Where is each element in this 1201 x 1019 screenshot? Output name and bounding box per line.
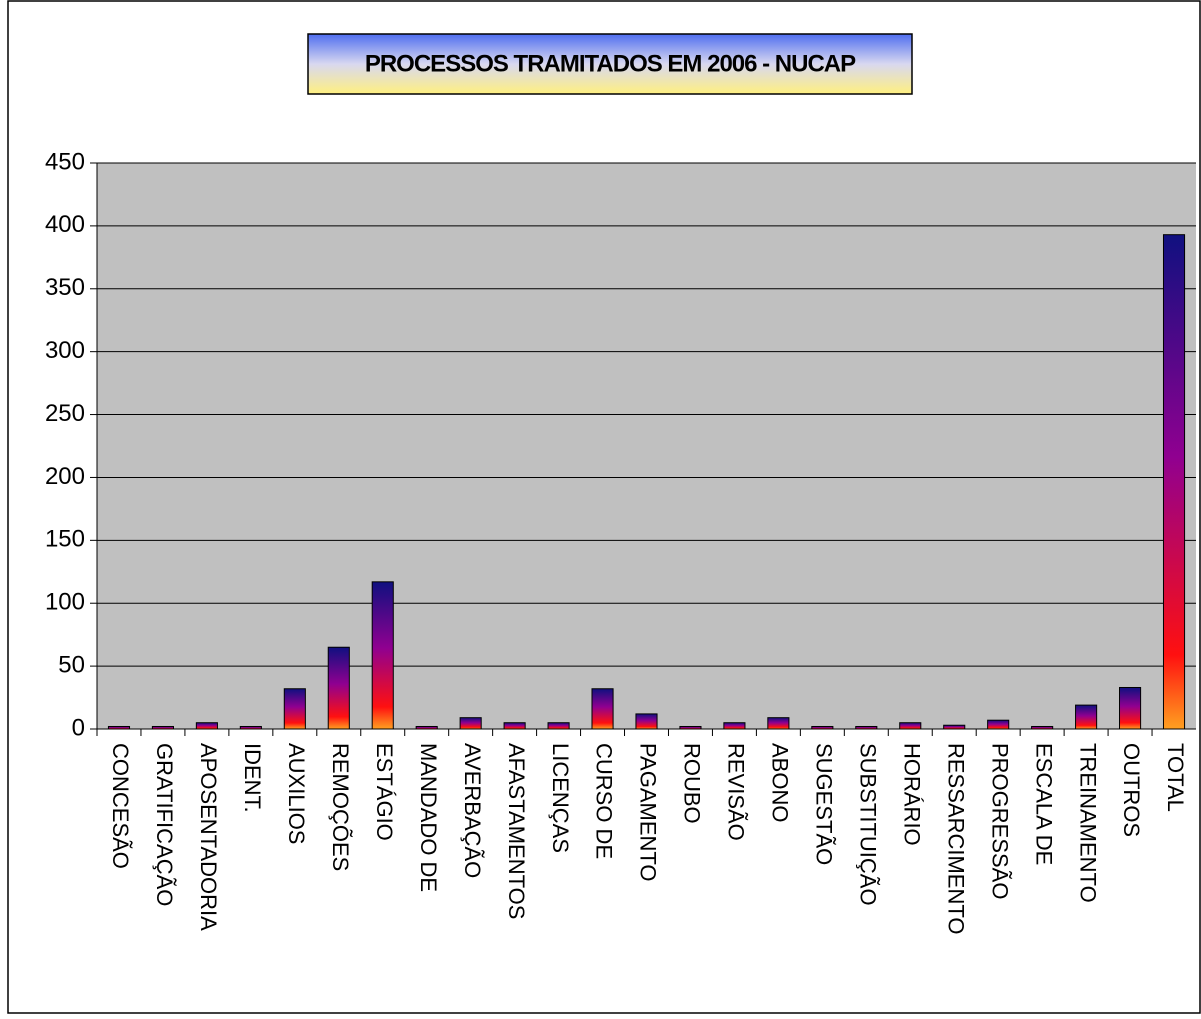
x-tick-label: ESTÁGIO [372, 743, 397, 841]
bar [767, 717, 790, 730]
x-tick-label: AFASTAMENTOS [504, 743, 529, 919]
chart-title: PROCESSOS TRAMITADOS EM 2006 - NUCAP [365, 50, 856, 77]
x-tick-label: APOSENTADORIA [196, 743, 221, 931]
x-tick-label: ROUBO [680, 743, 705, 824]
x-tick-label: CONCESÃO [108, 743, 133, 869]
y-tick-label: 400 [45, 211, 85, 238]
bar [547, 722, 570, 730]
bar [591, 688, 614, 730]
x-tick-label: ABONO [768, 743, 793, 822]
bar [1075, 704, 1098, 730]
bar [635, 713, 658, 730]
x-tick-label: REMOÇÕES [328, 743, 353, 871]
x-tick-label: PROGRESSÃO [987, 743, 1012, 899]
bar [371, 581, 394, 730]
title-box [307, 33, 913, 95]
y-tick-label: 100 [45, 589, 85, 616]
x-tick-label: CURSO DE [592, 743, 617, 859]
x-tick-label: REVISÃO [724, 743, 749, 841]
bar [987, 719, 1010, 730]
x-tick-label: TOTAL [1163, 743, 1188, 812]
x-tick-label: HORÁRIO [899, 743, 924, 846]
bar [943, 724, 966, 730]
x-tick-label: SUBSTITUIÇÃO [855, 743, 880, 906]
bar [1119, 686, 1142, 730]
y-tick-label: 350 [45, 274, 85, 301]
bar [327, 646, 350, 730]
bar [151, 725, 174, 730]
bar [195, 722, 218, 730]
bar [811, 725, 834, 730]
x-tick-label: LICENÇAS [548, 743, 573, 853]
bar [107, 725, 131, 730]
bar [459, 717, 482, 730]
bar [503, 722, 526, 730]
y-tick-label: 300 [45, 337, 85, 364]
bar [1031, 725, 1054, 730]
x-tick-label: TREINAMENTO [1075, 743, 1100, 903]
x-tick-label: OUTROS [1119, 743, 1144, 837]
y-tick-label: 50 [58, 651, 85, 678]
y-tick-label: 450 [45, 148, 85, 175]
x-tick-label: GRATIFICAÇÃO [152, 743, 177, 906]
bar [899, 722, 922, 730]
bar [415, 725, 438, 730]
x-tick-label: AUXILIOS [284, 743, 309, 844]
bar [1162, 234, 1186, 730]
x-tick-label: ESCALA DE [1031, 743, 1056, 865]
x-tick-label: SUGESTÃO [812, 743, 837, 865]
bar [679, 725, 702, 730]
x-tick-label: RESSARCIMENTO [943, 743, 968, 935]
bar [855, 725, 878, 730]
x-tick-label: IDENT. [240, 743, 265, 813]
x-tick-label: MANDADO DE [416, 743, 441, 892]
y-tick-label: 0 [72, 714, 85, 741]
y-tick-label: 150 [45, 526, 85, 553]
x-tick-label: AVERBAÇÃO [460, 743, 485, 878]
x-tick-label: PAGAMENTO [636, 743, 661, 882]
plot-area [97, 163, 1196, 729]
bar [283, 688, 306, 730]
bar [239, 725, 262, 730]
bar [723, 722, 746, 730]
y-tick-label: 200 [45, 463, 85, 490]
y-tick-label: 250 [45, 400, 85, 427]
